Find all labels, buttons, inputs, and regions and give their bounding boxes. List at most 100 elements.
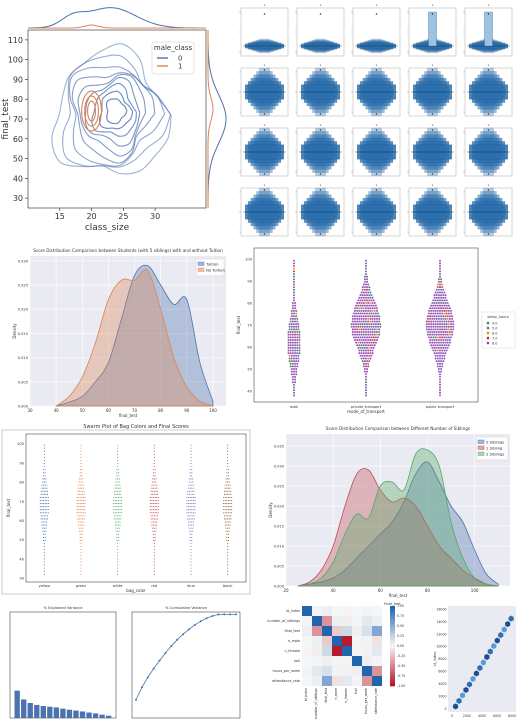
swarm-point <box>117 564 119 566</box>
swarm-point <box>188 490 190 492</box>
swarm-point <box>155 515 157 517</box>
swarm-point <box>376 338 378 341</box>
x-tick-label: black <box>223 584 233 588</box>
swarm-point <box>373 320 376 323</box>
colorbar-segment <box>390 620 395 623</box>
swarm-point <box>378 317 381 320</box>
swarm-point <box>289 344 292 347</box>
swarm-point <box>114 503 116 505</box>
swarm-point <box>291 320 294 323</box>
swarm-point <box>291 304 294 307</box>
swarm-point <box>82 521 84 523</box>
swarm-point <box>81 506 83 508</box>
swarm-point <box>296 365 299 368</box>
contour-ring-class-1 <box>84 95 100 127</box>
swarm-point <box>295 370 298 373</box>
swarm-point <box>289 338 292 341</box>
y-tick-label: 90 <box>13 75 23 84</box>
swarm-point <box>295 312 298 315</box>
swarm-point <box>437 338 440 341</box>
swarm-point <box>40 515 42 517</box>
swarm-point <box>368 312 371 315</box>
swarm-point <box>358 328 361 331</box>
swarm-point <box>366 299 369 302</box>
swarm-point <box>191 487 193 489</box>
swarm-point <box>155 490 157 492</box>
swarm-point <box>154 475 156 477</box>
swarm-point <box>43 493 45 495</box>
swarm-point <box>293 270 295 273</box>
swarm-point <box>291 349 294 352</box>
cumulative-point <box>223 613 226 616</box>
swarm-point <box>80 527 82 529</box>
swarm-point <box>80 552 82 554</box>
swarm-point <box>121 509 123 511</box>
x-tick-label: red <box>151 584 157 588</box>
swarm-point <box>440 294 443 297</box>
swarm-point <box>43 490 45 492</box>
swarm-point <box>436 286 439 289</box>
colorbar-segment <box>390 616 395 619</box>
y-tick-label: 100 <box>8 56 23 65</box>
swarm-point <box>295 373 298 376</box>
swarm-point <box>120 518 122 520</box>
heatmap-cell <box>342 666 352 676</box>
swarm-point <box>360 317 363 320</box>
swarm-point <box>224 496 226 498</box>
swarm-point <box>370 354 373 357</box>
swarm-point <box>80 453 82 455</box>
swarm-point <box>227 450 229 452</box>
swarm-point <box>226 475 228 477</box>
y-tick-label: 100 <box>245 258 253 262</box>
swarm-point <box>226 524 228 526</box>
swarm-point <box>444 341 447 344</box>
swarm-point <box>293 267 295 270</box>
panel-siblings-kde: 20 40 60 80 100 0.000 0.005 0.010 0.015 0.020 0.02… <box>252 420 518 598</box>
swarm-point <box>224 484 226 486</box>
swarm-point <box>443 309 446 312</box>
swarm-point <box>44 469 46 471</box>
swarm-point <box>446 341 449 344</box>
swarm-point <box>153 447 155 449</box>
swarm-point <box>113 518 116 520</box>
variance-bar <box>73 710 79 718</box>
swarm-point <box>230 490 232 492</box>
swarm-point <box>190 478 192 480</box>
swarm-point <box>369 307 372 310</box>
swarm-point <box>367 365 370 368</box>
swarm-point <box>190 570 192 572</box>
swarm-point <box>81 496 83 498</box>
heatmap-cell <box>342 626 352 636</box>
swarm-point <box>78 493 80 495</box>
swarm-point <box>432 344 435 347</box>
swarm-point <box>378 333 381 336</box>
swarm-point <box>436 304 439 307</box>
swarm-point <box>293 315 295 318</box>
swarm-point <box>437 331 440 334</box>
swarm-point <box>363 294 366 297</box>
swarm-point <box>190 530 192 532</box>
swarm-point <box>293 325 295 328</box>
swarm-point <box>365 315 367 318</box>
swarm-point <box>376 331 378 334</box>
swarm-point <box>80 450 82 452</box>
swarm-point <box>365 389 367 392</box>
swarm-point <box>435 288 438 291</box>
swarm-point <box>41 484 43 486</box>
swarm-point <box>291 302 294 304</box>
swarm-point <box>291 365 294 368</box>
swarm-point <box>223 490 226 492</box>
swarm-point <box>439 365 441 368</box>
swarm-point <box>79 503 81 505</box>
colorbar-tick-label: 0.50 <box>397 624 404 628</box>
swarm-point <box>351 328 354 331</box>
swarm-point <box>446 307 449 310</box>
colorbar-segment <box>390 670 395 673</box>
swarm-point <box>429 317 432 320</box>
swarm-point <box>42 475 45 477</box>
boxen-outlier <box>319 233 322 235</box>
swarm-point <box>117 521 120 523</box>
swarm-point <box>116 512 118 514</box>
swarm-point <box>77 490 79 492</box>
swarm-point <box>192 515 194 517</box>
